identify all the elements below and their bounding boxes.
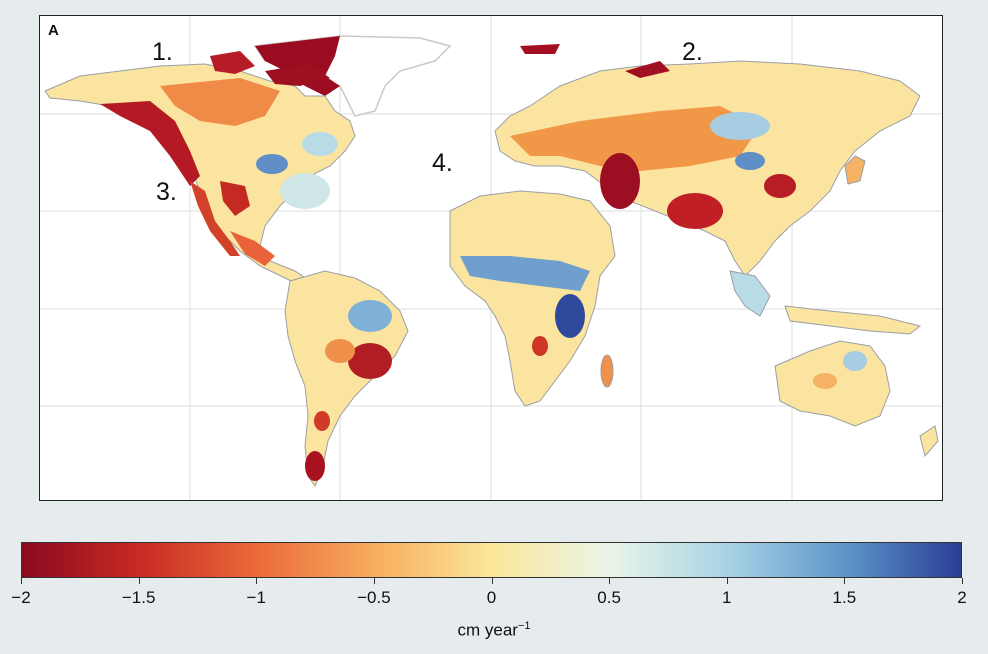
na-blue-spot-2 xyxy=(302,132,338,156)
colorbar-tick-label: 1.5 xyxy=(832,588,857,607)
unit-base: cm year xyxy=(457,620,518,640)
new-zealand xyxy=(919,425,939,458)
colorbar-tick-mark xyxy=(609,578,611,584)
colorbar-tick-label: 0.5 xyxy=(597,588,621,607)
colorbar-tick-mark xyxy=(491,578,493,584)
sa-blue xyxy=(348,300,392,332)
region-label-1: 1. xyxy=(152,38,173,66)
na-blue-spot xyxy=(256,154,288,174)
colorbar-tick-label: −2 xyxy=(11,588,31,607)
colorbar-tick-label: −1.5 xyxy=(121,588,156,607)
colorbar-tick-label: 0 xyxy=(486,588,497,607)
na-west-coast xyxy=(190,181,240,256)
colorbar-tick-mark xyxy=(962,578,963,584)
africa-red-spot xyxy=(532,336,548,356)
sa-patagonia-red xyxy=(305,451,325,481)
colorbar-tick-label: 2 xyxy=(957,588,967,607)
australia-blue xyxy=(843,351,867,371)
colorbar-tick-mark xyxy=(256,578,258,584)
novaya-red xyxy=(520,44,560,54)
sa-south-red xyxy=(314,411,330,431)
na-canada-orange xyxy=(160,78,280,126)
colorbar-tick-mark xyxy=(21,578,22,584)
sa-orange xyxy=(325,339,355,363)
madagascar xyxy=(600,354,614,388)
se-asia xyxy=(729,270,771,317)
map-panel: A 1. 2. 3. 4. xyxy=(39,15,943,501)
region-label-3: 3. xyxy=(156,178,177,206)
africa xyxy=(449,190,616,407)
colorbar-tick-mark xyxy=(726,578,728,584)
colorbar: −2 −1.5 −1 −0.5 0 0.5 1 1.5 2 cm year−1 xyxy=(0,530,988,654)
na-light-east xyxy=(280,173,330,209)
colorbar-unit-label: cm year−1 xyxy=(0,620,988,641)
na-alaska-west xyxy=(100,101,200,186)
arctic-islands xyxy=(210,51,255,74)
sa-red xyxy=(348,343,392,379)
australia-orange xyxy=(813,373,837,389)
colorbar-tick-label: −1 xyxy=(246,588,266,607)
colorbar-tick-mark xyxy=(138,578,140,584)
africa-blue-east xyxy=(555,294,585,338)
unit-exponent: −1 xyxy=(517,620,531,632)
colorbar-tick-mark xyxy=(373,578,375,584)
india-red xyxy=(667,193,723,229)
colorbar-gradient xyxy=(21,542,962,578)
panel-letter: A xyxy=(48,22,59,39)
africa-blue-band xyxy=(460,256,590,291)
japan xyxy=(844,155,866,185)
colorbar-tick-label: 1 xyxy=(722,588,732,607)
south-america xyxy=(284,270,409,487)
region-label-2: 2. xyxy=(682,38,703,66)
china-red xyxy=(764,174,796,198)
middle-east-red xyxy=(600,153,640,209)
indonesia xyxy=(784,305,922,335)
siberia-blue xyxy=(710,112,770,140)
na-mexico xyxy=(230,231,275,266)
na-central-red xyxy=(220,181,250,216)
asia-blue xyxy=(735,152,765,170)
colorbar-tick-label: −0.5 xyxy=(357,588,391,607)
arctic-islands-2 xyxy=(265,64,330,86)
eurasia xyxy=(494,60,921,277)
world-map xyxy=(40,16,942,500)
colorbar-tick-mark xyxy=(844,578,846,584)
arctic-russia-red xyxy=(625,61,670,78)
eurasia-orange-band xyxy=(510,106,760,171)
region-label-4: 4. xyxy=(432,149,453,177)
